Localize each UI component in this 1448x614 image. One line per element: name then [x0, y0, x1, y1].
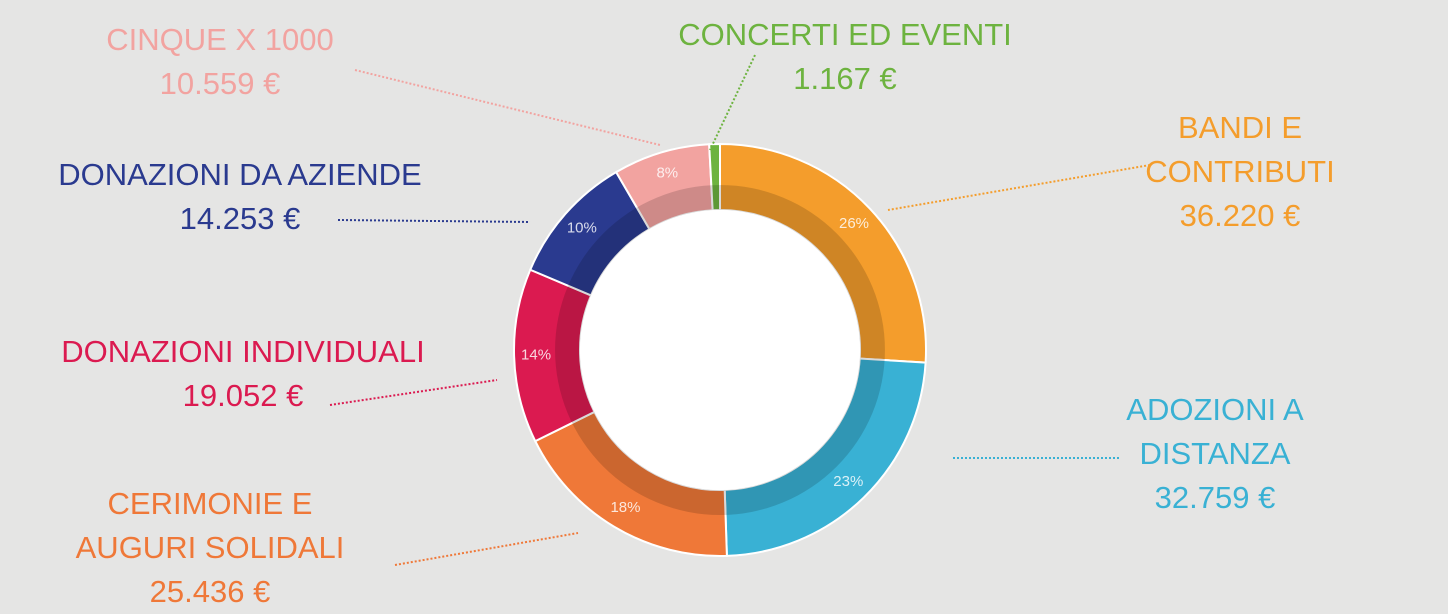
percent-label: 18% [610, 499, 640, 516]
segment-label: ADOZIONI A DISTANZA 32.759 € [1099, 388, 1332, 520]
category-name: CERIMONIE E AUGURI SOLIDALI [75, 486, 345, 565]
category-name: CINQUE X 1000 [106, 22, 334, 57]
leader-line [709, 54, 756, 151]
percent-label: 26% [839, 215, 869, 232]
value-label: 10.559 € [159, 66, 281, 101]
percent-label: 14% [521, 346, 551, 363]
segment-label: DONAZIONI DA AZIENDE 14.253 € [58, 153, 421, 241]
category-name: DONAZIONI DA AZIENDE [58, 157, 422, 192]
leader-line [329, 379, 498, 406]
value-label: 25.436 € [149, 574, 271, 609]
percent-label: 8% [656, 165, 678, 182]
value-label: 32.759 € [1154, 480, 1276, 515]
segment-label: CINQUE X 1000 10.559 € [106, 18, 333, 106]
segment-label: BANDI E CONTRIBUTI 36.220 € [1136, 106, 1344, 238]
value-label: 36.220 € [1179, 198, 1301, 233]
segment-label: CERIMONIE E AUGURI SOLIDALI 25.436 € [76, 482, 345, 614]
leader-line [887, 164, 1151, 211]
donut-hole [580, 210, 860, 490]
percent-label: 23% [833, 473, 863, 490]
segment-label: DONAZIONI INDIVIDUALI 19.052 € [61, 330, 424, 418]
category-name: CONCERTI ED EVENTI [678, 17, 1012, 52]
leader-line [354, 69, 661, 146]
category-name: DONAZIONI INDIVIDUALI [61, 334, 425, 369]
category-name: ADOZIONI A DISTANZA [1126, 392, 1304, 471]
value-label: 14.253 € [179, 201, 301, 236]
value-label: 19.052 € [182, 378, 304, 413]
category-name: BANDI E CONTRIBUTI [1145, 110, 1335, 189]
segment-label: CONCERTI ED EVENTI 1.167 € [678, 13, 1012, 101]
leader-line [337, 219, 531, 223]
percent-label: 10% [567, 219, 597, 236]
value-label: 1.167 € [793, 61, 897, 96]
leader-line [394, 532, 579, 566]
